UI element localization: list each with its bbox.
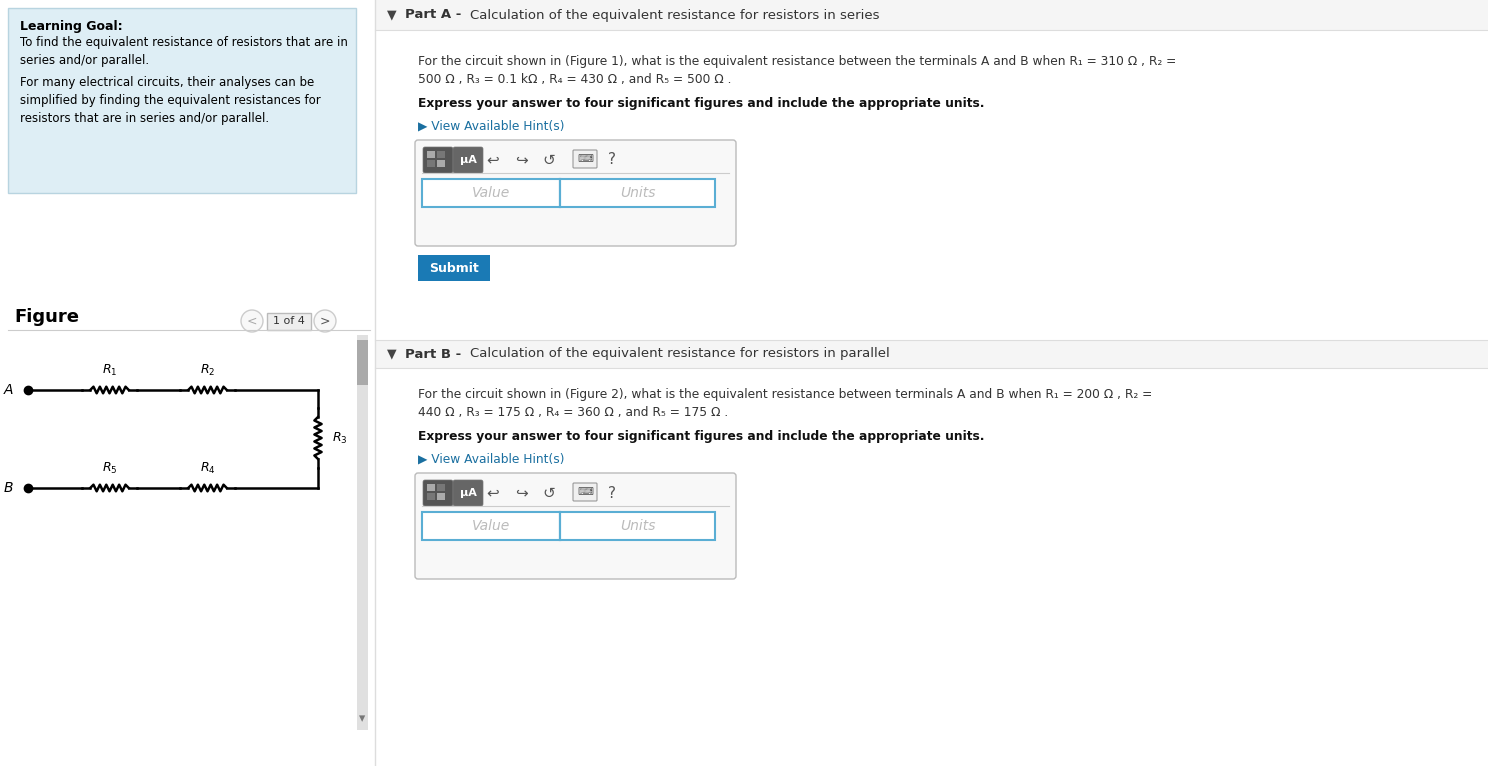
Text: $A$: $A$ bbox=[3, 383, 13, 397]
Text: >: > bbox=[320, 315, 330, 328]
Text: $R_1$: $R_1$ bbox=[101, 363, 118, 378]
Text: Figure: Figure bbox=[13, 308, 79, 326]
FancyBboxPatch shape bbox=[357, 335, 368, 730]
Text: 1 of 4: 1 of 4 bbox=[274, 316, 305, 326]
Text: Calculation of the equivalent resistance for resistors in parallel: Calculation of the equivalent resistance… bbox=[470, 348, 890, 361]
Text: Calculation of the equivalent resistance for resistors in series: Calculation of the equivalent resistance… bbox=[470, 8, 879, 21]
Text: For the circuit shown in (Figure 1), what is the equivalent resistance between t: For the circuit shown in (Figure 1), wha… bbox=[418, 55, 1176, 68]
Text: ▶ View Available Hint(s): ▶ View Available Hint(s) bbox=[418, 120, 564, 133]
Text: Units: Units bbox=[619, 186, 655, 200]
FancyBboxPatch shape bbox=[559, 512, 716, 540]
Text: ▼: ▼ bbox=[387, 8, 397, 21]
Text: $R_3$: $R_3$ bbox=[332, 430, 348, 446]
FancyBboxPatch shape bbox=[357, 340, 368, 385]
FancyBboxPatch shape bbox=[423, 147, 452, 173]
Text: ↺: ↺ bbox=[543, 152, 555, 168]
FancyBboxPatch shape bbox=[375, 30, 1488, 340]
Text: ?: ? bbox=[609, 152, 616, 168]
Text: ⌨: ⌨ bbox=[577, 487, 594, 497]
Circle shape bbox=[241, 310, 263, 332]
Text: Part A -: Part A - bbox=[405, 8, 466, 21]
FancyBboxPatch shape bbox=[437, 484, 445, 491]
Text: ↺: ↺ bbox=[543, 486, 555, 500]
Text: $R_5$: $R_5$ bbox=[101, 461, 118, 476]
FancyBboxPatch shape bbox=[573, 150, 597, 168]
Text: Units: Units bbox=[619, 519, 655, 533]
FancyBboxPatch shape bbox=[418, 255, 490, 281]
Text: ▼: ▼ bbox=[387, 348, 397, 361]
Text: Submit: Submit bbox=[429, 261, 479, 274]
Text: μA: μA bbox=[460, 155, 476, 165]
FancyBboxPatch shape bbox=[266, 313, 311, 330]
FancyBboxPatch shape bbox=[423, 179, 559, 207]
Text: ?: ? bbox=[609, 486, 616, 500]
FancyBboxPatch shape bbox=[437, 151, 445, 158]
Text: $R_4$: $R_4$ bbox=[199, 461, 216, 476]
Text: Value: Value bbox=[472, 186, 510, 200]
FancyBboxPatch shape bbox=[437, 160, 445, 167]
FancyBboxPatch shape bbox=[427, 484, 434, 491]
FancyBboxPatch shape bbox=[437, 493, 445, 500]
Text: ↪: ↪ bbox=[515, 486, 527, 500]
Text: Express your answer to four significant figures and include the appropriate unit: Express your answer to four significant … bbox=[418, 430, 985, 443]
Text: ⌨: ⌨ bbox=[577, 154, 594, 164]
Text: Value: Value bbox=[472, 519, 510, 533]
Text: For many electrical circuits, their analyses can be
simplified by finding the eq: For many electrical circuits, their anal… bbox=[19, 76, 321, 125]
Text: Express your answer to four significant figures and include the appropriate unit: Express your answer to four significant … bbox=[418, 97, 985, 110]
FancyBboxPatch shape bbox=[559, 179, 716, 207]
FancyBboxPatch shape bbox=[415, 473, 737, 579]
Text: To find the equivalent resistance of resistors that are in
series and/or paralle: To find the equivalent resistance of res… bbox=[19, 36, 348, 67]
FancyBboxPatch shape bbox=[452, 147, 484, 173]
Text: Part B -: Part B - bbox=[405, 348, 466, 361]
FancyBboxPatch shape bbox=[423, 480, 452, 506]
FancyBboxPatch shape bbox=[375, 368, 1488, 766]
Circle shape bbox=[314, 310, 336, 332]
FancyBboxPatch shape bbox=[427, 151, 434, 158]
Text: $B$: $B$ bbox=[3, 481, 13, 495]
FancyBboxPatch shape bbox=[375, 0, 1488, 30]
Text: <: < bbox=[247, 315, 257, 328]
Text: μA: μA bbox=[460, 488, 476, 498]
FancyBboxPatch shape bbox=[7, 8, 356, 193]
FancyBboxPatch shape bbox=[415, 140, 737, 246]
Text: For the circuit shown in (Figure 2), what is the equivalent resistance between t: For the circuit shown in (Figure 2), wha… bbox=[418, 388, 1152, 401]
FancyBboxPatch shape bbox=[427, 160, 434, 167]
Text: ↪: ↪ bbox=[515, 152, 527, 168]
Text: ▾: ▾ bbox=[360, 712, 366, 725]
FancyBboxPatch shape bbox=[573, 483, 597, 501]
Text: $R_2$: $R_2$ bbox=[199, 363, 216, 378]
Text: ▶ View Available Hint(s): ▶ View Available Hint(s) bbox=[418, 453, 564, 466]
FancyBboxPatch shape bbox=[452, 480, 484, 506]
FancyBboxPatch shape bbox=[375, 340, 1488, 368]
Text: ↩: ↩ bbox=[487, 486, 500, 500]
Text: 500 Ω , R₃ = 0.1 kΩ , R₄ = 430 Ω , and R₅ = 500 Ω .: 500 Ω , R₃ = 0.1 kΩ , R₄ = 430 Ω , and R… bbox=[418, 73, 732, 86]
Text: 440 Ω , R₃ = 175 Ω , R₄ = 360 Ω , and R₅ = 175 Ω .: 440 Ω , R₃ = 175 Ω , R₄ = 360 Ω , and R₅… bbox=[418, 406, 728, 419]
Text: Learning Goal:: Learning Goal: bbox=[19, 20, 122, 33]
FancyBboxPatch shape bbox=[427, 493, 434, 500]
FancyBboxPatch shape bbox=[423, 512, 559, 540]
Text: ↩: ↩ bbox=[487, 152, 500, 168]
